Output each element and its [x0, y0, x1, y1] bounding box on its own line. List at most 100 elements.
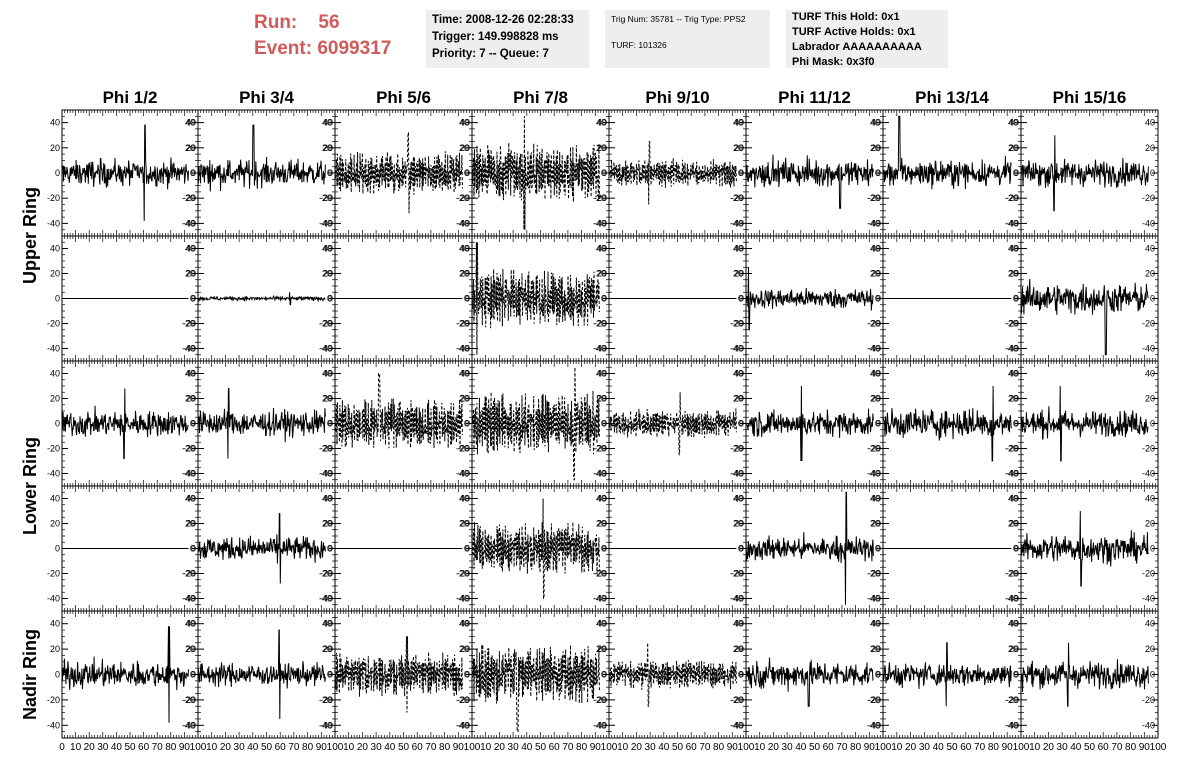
run-label: Run:: [254, 12, 298, 33]
y-tick-label: 20: [734, 143, 744, 153]
y-tick-label: 0: [190, 294, 195, 304]
y-tick-label: -20: [47, 193, 60, 203]
y-tick-label: 40: [323, 244, 333, 254]
event-value: 6099317: [317, 38, 392, 59]
y-tick-label: 40: [460, 118, 470, 128]
y-tick-label: 0: [1014, 419, 1019, 429]
y-tick-label: 40: [734, 369, 744, 379]
y-tick-label: -20: [594, 444, 607, 454]
y-tick-label: 0: [739, 168, 744, 178]
y-tick-label: 40: [459, 369, 469, 379]
panel-frame: [471, 235, 610, 362]
y-tick-label: 20: [1008, 269, 1018, 279]
y-tick-label: 20: [596, 143, 606, 153]
y-tick-label: 40: [323, 369, 333, 379]
y-tick-label: 20: [733, 143, 743, 153]
y-tick-label: 20: [185, 394, 195, 404]
waveform-trace: [745, 385, 874, 462]
y-tick-label: 40: [323, 494, 333, 504]
y-tick-label: -20: [183, 444, 196, 454]
turf-text: TURF: 101326: [611, 40, 667, 50]
y-tick-label: -20: [183, 569, 196, 579]
trig-num-box: Trig Num: 35781 -- Trig Type: PPS2 TURF:…: [605, 10, 770, 68]
phi-column-label: Phi 15/16: [1053, 88, 1127, 107]
y-tick-label: -40: [1142, 344, 1155, 354]
y-tick-label: 40: [870, 244, 880, 254]
y-tick-label: 40: [185, 369, 195, 379]
y-tick-label: 0: [738, 168, 743, 178]
y-tick-label: -40: [731, 469, 744, 479]
y-tick-label: -40: [1142, 469, 1155, 479]
y-tick-label: 0: [602, 294, 607, 304]
y-tick-label: -40: [594, 344, 607, 354]
y-tick-label: -40: [320, 469, 333, 479]
y-tick-label: 40: [733, 118, 743, 128]
y-tick-label: 20: [322, 269, 332, 279]
y-tick-label: -40: [320, 594, 333, 604]
y-tick-label: 40: [1008, 494, 1018, 504]
y-tick-label: 20: [597, 394, 607, 404]
y-tick-label: 20: [460, 519, 470, 529]
y-tick-label: 20: [597, 269, 607, 279]
y-tick-label: -20: [594, 569, 607, 579]
y-tick-label: -40: [867, 344, 880, 354]
y-tick-label: -40: [1005, 594, 1018, 604]
y-tick-label: -20: [183, 319, 196, 329]
y-tick-label: 20: [1009, 519, 1019, 529]
y-tick-label: 40: [870, 494, 880, 504]
y-tick-label: -40: [457, 594, 470, 604]
y-tick-label: 40: [459, 494, 469, 504]
ring-label: Upper Ring: [20, 187, 40, 284]
y-tick-label: 40: [596, 244, 606, 254]
y-tick-label: 40: [871, 118, 881, 128]
y-tick-label: 0: [875, 168, 880, 178]
y-tick-label: 0: [1150, 544, 1155, 554]
y-tick-label: 0: [739, 294, 744, 304]
y-tick-label: 0: [1150, 419, 1155, 429]
y-tick-label: -40: [730, 344, 743, 354]
labrador-text: Labrador AAAAAAAAAA: [792, 41, 922, 53]
y-tick-label: -40: [456, 594, 469, 604]
y-tick-label: 40: [733, 369, 743, 379]
y-tick-label: -40: [730, 469, 743, 479]
y-tick-label: 20: [323, 269, 333, 279]
y-tick-label: 0: [875, 544, 880, 554]
y-tick-label: -20: [730, 319, 743, 329]
y-tick-label: 20: [734, 269, 744, 279]
y-tick-label: -40: [47, 594, 60, 604]
y-tick-label: 20: [1009, 269, 1019, 279]
y-tick-label: -40: [868, 344, 881, 354]
waveform-trace: [745, 154, 874, 209]
y-tick-label: -40: [867, 469, 880, 479]
y-tick-label: 40: [596, 494, 606, 504]
y-tick-label: 40: [597, 118, 607, 128]
y-tick-label: 20: [871, 143, 881, 153]
y-tick-label: 0: [739, 544, 744, 554]
y-tick-label: 0: [464, 294, 469, 304]
y-tick-label: 0: [602, 419, 607, 429]
waveform-trace: [882, 115, 1012, 190]
run-row: Run: 56: [254, 10, 424, 36]
y-tick-label: -40: [867, 218, 880, 228]
priority-text: Priority: 7 -- Queue: 7: [432, 48, 549, 60]
y-tick-label: -40: [593, 218, 606, 228]
y-tick-label: 40: [1008, 244, 1018, 254]
y-tick-label: -20: [1005, 193, 1018, 203]
y-tick-label: -20: [1006, 193, 1019, 203]
y-tick-label: 0: [191, 294, 196, 304]
y-tick-label: 20: [870, 519, 880, 529]
y-tick-label: 20: [323, 519, 333, 529]
y-tick-label: -20: [457, 319, 470, 329]
y-tick-label: 40: [322, 369, 332, 379]
y-tick-label: -20: [594, 193, 607, 203]
y-tick-label: -20: [457, 444, 470, 454]
y-tick-label: -40: [1006, 344, 1019, 354]
y-tick-label: 40: [460, 244, 470, 254]
y-tick-label: -40: [457, 344, 470, 354]
waveform-trace: [471, 116, 600, 230]
y-tick-label: -40: [456, 469, 469, 479]
y-tick-label: 40: [733, 494, 743, 504]
y-tick-label: -40: [1006, 218, 1019, 228]
time-trigger-box: Time: 2008-12-26 02:28:33 Trigger: 149.9…: [426, 10, 589, 68]
y-tick-label: 40: [50, 118, 60, 128]
